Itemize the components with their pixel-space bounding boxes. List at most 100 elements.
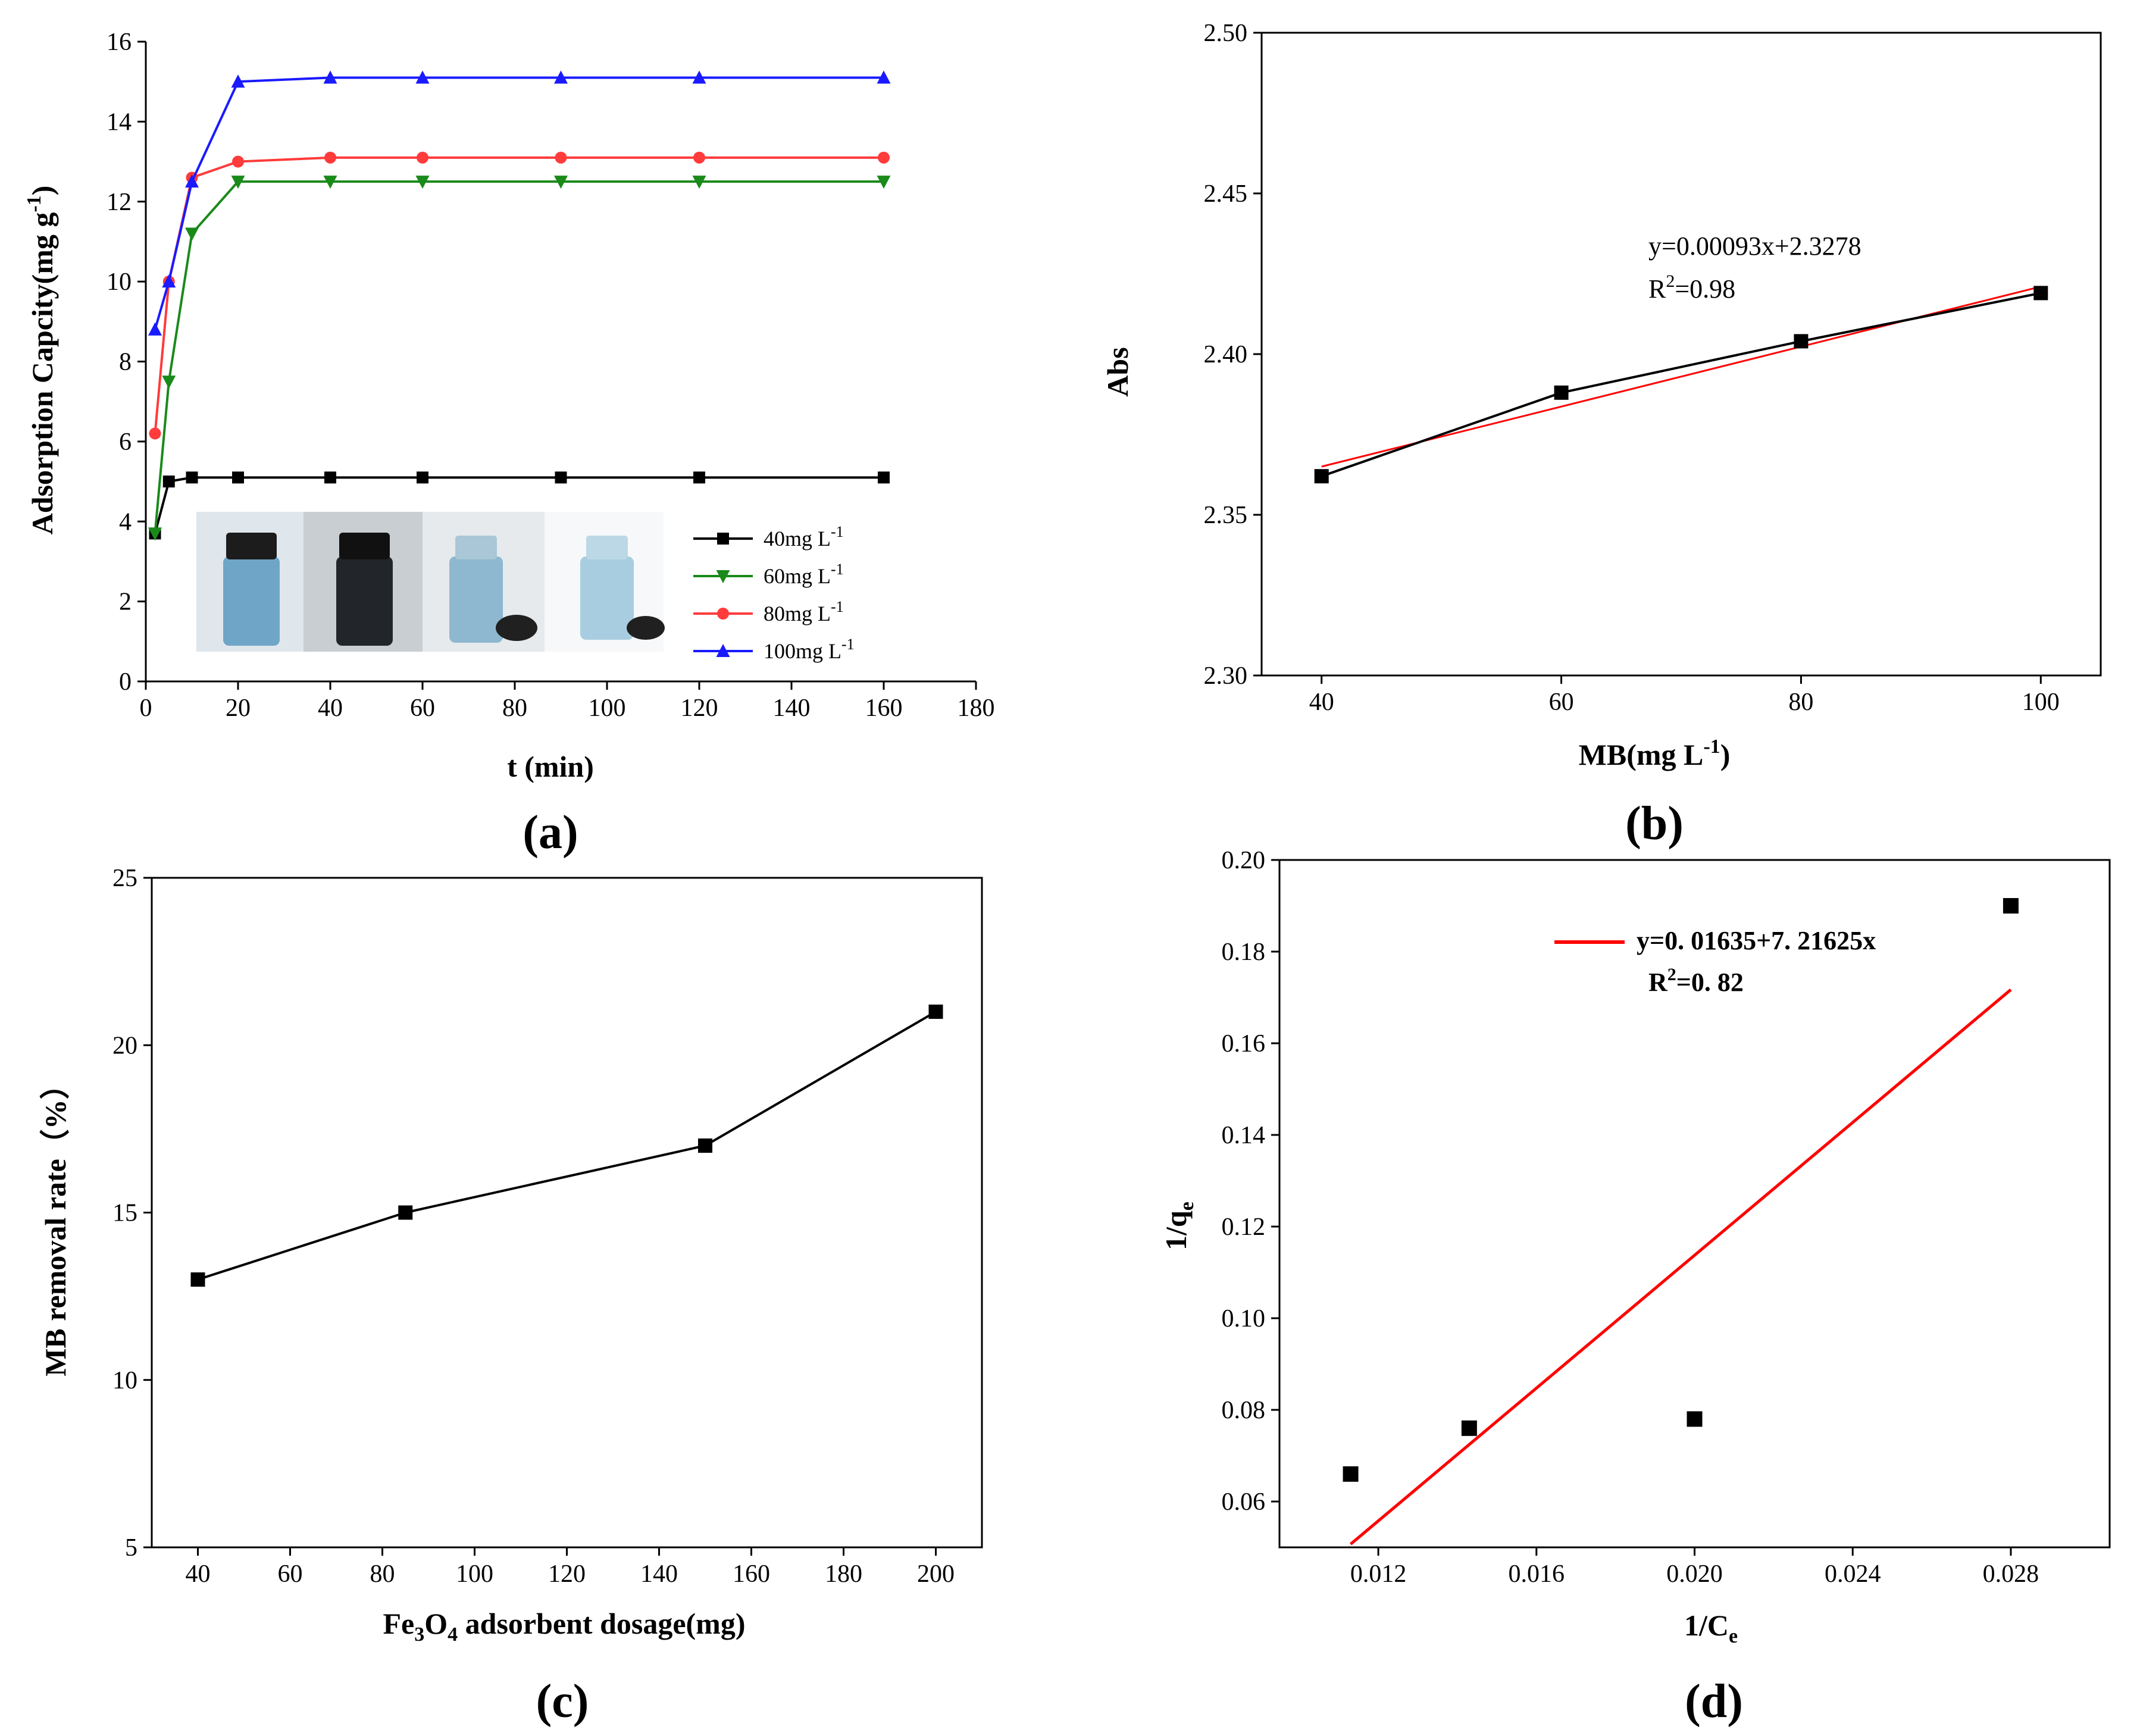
data-line: [1321, 292, 2041, 478]
panel-d-ytick-label: 0.10: [1222, 1305, 1266, 1333]
legend-label-sup: -1: [841, 636, 855, 653]
legend-swatch-marker: [717, 533, 729, 545]
panel-a-xtick-label: 120: [681, 695, 718, 722]
data-point: [1461, 1420, 1477, 1436]
panel-b-ytick-label: 2.40: [1204, 341, 1248, 368]
panel-b-plot: [1314, 286, 2048, 484]
panel-a: 0 20 40 60 80 100 120 140 160 180 0 2 4 6 8 10 12 14 16 t …: [23, 29, 995, 859]
data-point: [231, 176, 245, 189]
panel-d-ylabel-sub: e: [1176, 1202, 1198, 1210]
panel-d-xlabel-sub: e: [1729, 1625, 1738, 1647]
panel-d-ytick-label: 0.16: [1222, 1030, 1266, 1058]
panel-a-ylabel-text: Adsorption Capcity(mg g: [26, 212, 59, 535]
panel-b-r2: R2=0.98: [1648, 271, 1735, 304]
panel-b-r2-value: =0.98: [1675, 274, 1735, 304]
panel-a-ylabel-end: ): [26, 186, 59, 196]
panel-d-ylabel-text: 1/q: [1159, 1210, 1193, 1250]
legend-label-sup: -1: [831, 561, 844, 578]
series-line: [154, 76, 884, 330]
legend-label: 100mg L-1: [764, 636, 855, 663]
panel-a-ytick-label: 4: [119, 508, 132, 536]
panel-a-xtick-label: 80: [502, 695, 527, 722]
panel-d-ytick-label: 0.06: [1222, 1488, 1266, 1516]
panel-a-xtick-label: 160: [865, 695, 903, 722]
data-point: [555, 471, 567, 484]
data-point: [162, 274, 176, 288]
data-point: [324, 471, 336, 484]
panel-d-xtick-label: 0.020: [1666, 1560, 1723, 1588]
panel-d-label: (d): [1685, 1675, 1743, 1728]
panel-a-ylabel: Adsorption Capcity(mg g-1): [23, 186, 59, 535]
data-point: [693, 151, 705, 164]
panel-c-xlabel-pre: Fe: [383, 1607, 415, 1640]
panel-b-xtick-label: 100: [2022, 689, 2060, 716]
panel-a-xtick-label: 20: [226, 695, 251, 722]
panel-a-axes: 0 20 40 60 80 100 120 140 160 180 0 2 4 6 8 10 12 14 16: [107, 29, 995, 722]
panel-b-ytick-label: 2.30: [1204, 662, 1248, 690]
panel-c-frame: [151, 877, 983, 1549]
panel-b-label: (b): [1625, 797, 1684, 850]
data-point: [417, 471, 428, 484]
panel-b-ylabel: Abs: [1101, 347, 1134, 396]
data-point: [554, 70, 568, 84]
data-point: [878, 471, 890, 484]
legend-label-text: 60mg L: [764, 564, 831, 588]
data-point: [162, 376, 176, 389]
panel-d-ytick-label: 0.12: [1222, 1213, 1266, 1241]
data-point: [231, 74, 245, 88]
data-point: [692, 70, 706, 84]
vial-4-neck: [586, 536, 628, 559]
panel-c: 40 60 80 100 120 140 160 180 200 5 10 15 20 25 Fe3O4 …: [39, 865, 983, 1728]
panel-b-xlabel-end: ): [1720, 738, 1731, 771]
legend-label-sup: -1: [831, 598, 844, 615]
vial-3-cap: [496, 615, 537, 641]
panel-a-ylabel-sup: -1: [23, 195, 45, 212]
panel-d-xtick-label: 0.012: [1350, 1560, 1407, 1588]
panel-a-ytick-label: 14: [107, 108, 132, 136]
panel-c-xlabel-sub2: 4: [448, 1624, 458, 1646]
panel-b-xlabel-text: MB(mg L: [1579, 738, 1704, 771]
data-point: [415, 70, 430, 84]
data-point: [149, 427, 161, 440]
data-point: [232, 471, 244, 484]
data-point: [698, 1138, 712, 1153]
panel-d-ylabel: 1/qe: [1159, 1202, 1198, 1250]
panel-b-xtick-label: 80: [1788, 689, 1813, 716]
legend-label: 60mg L-1: [764, 561, 844, 588]
data-point: [554, 176, 568, 189]
panel-d-ytick-label: 0.14: [1222, 1122, 1266, 1149]
panel-b-ytick-label: 2.45: [1204, 180, 1248, 208]
vial-3-neck: [455, 536, 497, 559]
data-point: [323, 70, 337, 84]
panel-d-plot: [1343, 898, 2019, 1546]
legend-label-text: 100mg L: [764, 639, 841, 663]
panel-c-xtick-label: 100: [456, 1560, 493, 1588]
panel-d-ytick-label: 0.08: [1222, 1397, 1266, 1424]
data-point: [417, 151, 428, 164]
data-point: [1554, 385, 1569, 400]
panel-a-xtick-label: 180: [958, 695, 995, 722]
panel-a-ytick-label: 8: [119, 349, 132, 376]
panel-c-xtick-label: 80: [370, 1560, 395, 1588]
legend-label-text: 40mg L: [764, 527, 831, 550]
data-point: [398, 1205, 413, 1220]
panel-c-xtick-label: 120: [548, 1560, 586, 1588]
panel-a-ytick-label: 6: [119, 428, 132, 456]
data-point: [1794, 334, 1809, 349]
data-point: [415, 176, 430, 189]
data-point: [877, 70, 891, 84]
panel-c-plot: [190, 1005, 943, 1287]
data-point: [232, 155, 244, 168]
legend-label: 40mg L-1: [764, 523, 844, 550]
panel-c-ytick-label: 20: [112, 1032, 137, 1059]
panel-d-frame: [1278, 859, 2111, 1549]
panel-d-xtick-label: 0.016: [1509, 1560, 1565, 1588]
data-point: [555, 151, 567, 164]
data-point: [148, 322, 162, 336]
data-point: [185, 227, 199, 241]
panel-b-xtick-label: 40: [1309, 689, 1334, 716]
panel-c-xtick-label: 180: [825, 1560, 862, 1588]
panel-b-r2-prefix: R: [1648, 274, 1666, 304]
data-point: [1343, 1466, 1359, 1482]
